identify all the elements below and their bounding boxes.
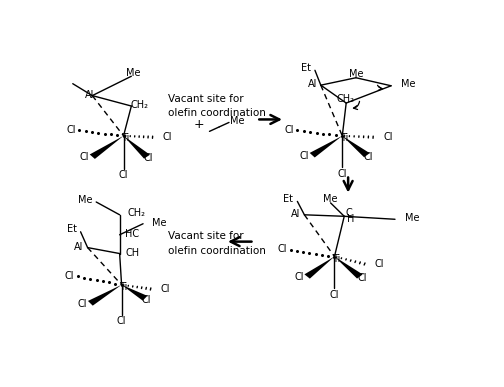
Text: CH₂: CH₂	[336, 94, 354, 104]
Text: Cl: Cl	[78, 299, 87, 309]
Polygon shape	[88, 285, 121, 306]
Text: Cl: Cl	[330, 290, 339, 300]
Text: Me: Me	[405, 213, 419, 223]
Text: Cl: Cl	[384, 132, 393, 142]
Text: Cl: Cl	[142, 295, 151, 305]
Text: Et: Et	[283, 194, 293, 204]
Text: Me: Me	[152, 218, 166, 228]
Text: Me: Me	[323, 194, 337, 204]
Text: Ti: Ti	[119, 282, 128, 292]
Polygon shape	[335, 257, 363, 279]
Text: Et: Et	[301, 63, 311, 73]
Text: Al: Al	[291, 209, 300, 219]
Text: Me: Me	[230, 116, 245, 126]
Text: Cl: Cl	[119, 170, 129, 180]
Text: Cl: Cl	[163, 132, 172, 142]
Text: Cl: Cl	[300, 151, 309, 161]
Polygon shape	[121, 285, 147, 301]
Text: Al: Al	[74, 242, 84, 252]
Text: CH₂: CH₂	[128, 208, 146, 218]
Text: Ti: Ti	[332, 254, 340, 264]
Text: +: +	[194, 118, 204, 131]
Text: Cl: Cl	[161, 284, 170, 294]
Text: Cl: Cl	[66, 125, 76, 135]
Text: Cl: Cl	[363, 152, 373, 162]
Text: CH₂: CH₂	[131, 100, 149, 110]
Text: Me: Me	[349, 69, 364, 79]
Text: Vacant site for
olefin coordination: Vacant site for olefin coordination	[168, 231, 266, 255]
Text: Cl: Cl	[117, 316, 127, 326]
Text: Cl: Cl	[338, 169, 347, 179]
Text: Cl: Cl	[284, 125, 293, 135]
Polygon shape	[123, 136, 150, 159]
Text: C: C	[346, 208, 352, 218]
Text: Cl: Cl	[144, 154, 153, 163]
Text: Al: Al	[85, 90, 94, 100]
Polygon shape	[90, 136, 123, 159]
Polygon shape	[304, 257, 335, 279]
Polygon shape	[309, 136, 342, 158]
Text: CH: CH	[125, 248, 140, 258]
Polygon shape	[342, 136, 370, 157]
Text: Et: Et	[67, 224, 77, 235]
Text: Me: Me	[78, 195, 92, 205]
Text: Ti: Ti	[121, 133, 130, 143]
Text: HC: HC	[125, 229, 140, 239]
Text: Me: Me	[401, 79, 415, 89]
Text: Me: Me	[125, 68, 140, 78]
Text: Cl: Cl	[65, 271, 74, 281]
Text: Ti: Ti	[340, 133, 348, 143]
Text: Al: Al	[307, 79, 317, 89]
Text: Cl: Cl	[374, 259, 384, 269]
Text: H: H	[347, 214, 354, 224]
Text: Cl: Cl	[294, 272, 304, 282]
Text: Vacant site for
olefin coordination: Vacant site for olefin coordination	[168, 94, 266, 118]
Text: Cl: Cl	[277, 244, 287, 254]
Text: Cl: Cl	[357, 273, 366, 283]
Text: Cl: Cl	[80, 152, 89, 162]
